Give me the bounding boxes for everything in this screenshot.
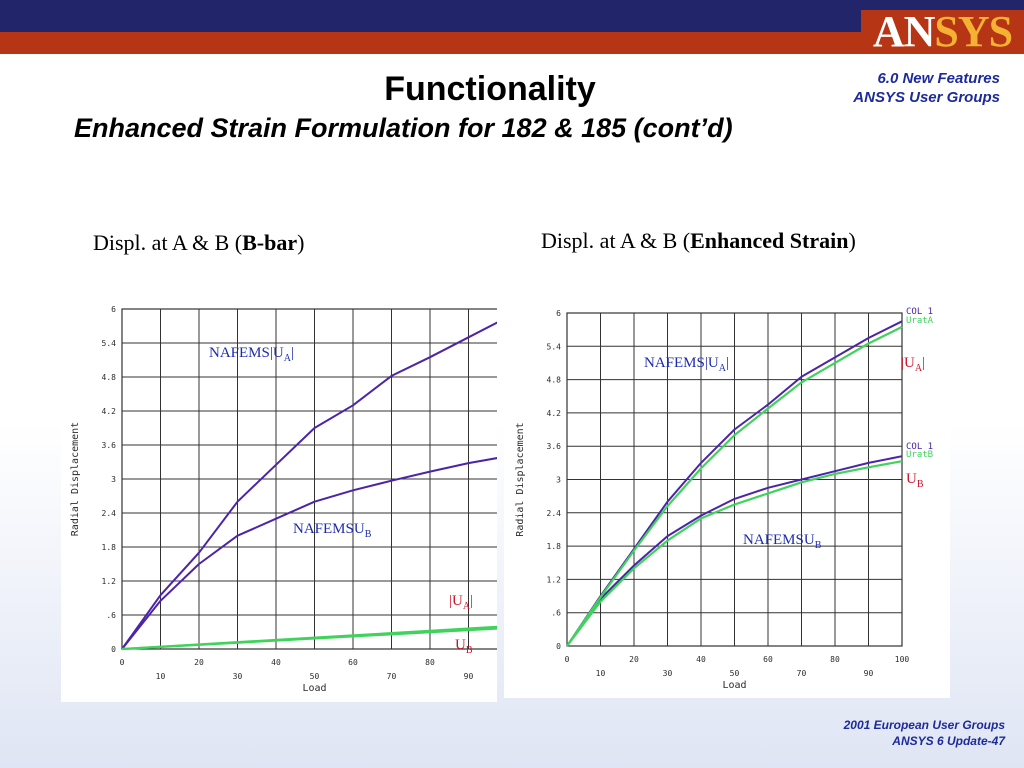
y-tick-label: 4.2 (102, 407, 117, 416)
right-chart-panel: 0 10 20 30 40 50 60 70 80 90 100 0 .6 1.2 1.8 2.4 3 3.6 4.… (504, 291, 950, 698)
x-tick-label: 0 (565, 655, 570, 664)
y-tick-label: 5.4 (547, 342, 562, 351)
y-tick-label: 6 (111, 305, 116, 314)
annotation-ansys-ub: UB (906, 471, 924, 490)
series-line-nafems-ua (121, 321, 497, 650)
logo-accent-text: SYS (934, 7, 1013, 56)
annotation-nafems-ua: NAFEMS|UA| (209, 345, 294, 364)
x-tick-label: 60 (348, 658, 358, 667)
y-tick-label: 3.6 (547, 442, 562, 451)
series-line-ansys-ub (566, 460, 903, 647)
annotation-nafems-ub: NAFEMSUB (293, 521, 372, 540)
left-chart-label-prefix: Displ. at A & B ( (93, 230, 243, 255)
annotation-ansys-ua: |UA| (449, 593, 473, 612)
x-tick-label: 60 (763, 655, 773, 664)
y-tick-label: 2.4 (547, 509, 562, 518)
footer-line-1: 2001 European User Groups (843, 718, 1005, 732)
series-line-nafems-ub (121, 457, 497, 650)
annotation-nafems-ua: NAFEMS|UA| (644, 355, 729, 374)
x-tick-label: 10 (156, 672, 166, 681)
ansys-logo: ANSYS (861, 10, 1024, 54)
y-tick-label: 5.4 (102, 339, 117, 348)
legend-label-col-b: COL 1 (906, 442, 933, 452)
right-chart-label-prefix: Displ. at A & B ( (541, 228, 691, 253)
badge-line-1: 6.0 New Features (877, 70, 1000, 87)
y-tick-label: 1.2 (547, 575, 562, 584)
y-tick-label: 1.2 (102, 577, 117, 586)
y-tick-label: 1.8 (102, 543, 117, 552)
y-tick-label: 0 (556, 642, 561, 651)
right-chart-label: Displ. at A & B (Enhanced Strain) (541, 228, 856, 254)
y-axis-title: Radial Displacement (515, 422, 526, 536)
x-tick-label: 80 (830, 655, 840, 664)
annotation-ansys-ua: |UA| (901, 355, 925, 374)
y-tick-label: 4.8 (547, 376, 562, 385)
logo-main-text: AN (872, 7, 936, 56)
page-title: Functionality (384, 70, 596, 108)
header-band-red (0, 32, 1024, 54)
y-tick-label: 3 (111, 475, 116, 484)
y-tick-label: 3.6 (102, 441, 117, 450)
right-chart-label-suffix: ) (848, 228, 856, 253)
x-tick-label: 50 (310, 672, 320, 681)
annotation-ansys-ub: UB (455, 637, 473, 656)
annotation-nafems-ub: NAFEMSUB (743, 532, 822, 551)
y-axis-title: Radial Displacement (70, 422, 81, 536)
legend-label-urat-b: UratB (906, 450, 933, 460)
x-tick-label: 50 (730, 669, 740, 678)
y-tick-label: 2.4 (102, 509, 117, 518)
x-tick-label: 80 (425, 658, 435, 667)
y-tick-label: .6 (106, 611, 116, 620)
right-chart: 0 10 20 30 40 50 60 70 80 90 100 0 .6 1.2 1.8 2.4 3 3.6 4.… (515, 307, 934, 691)
x-tick-label: 90 (464, 672, 474, 681)
footer: 2001 European User Groups ANSYS 6 Update… (844, 717, 1005, 749)
feature-badge: 6.0 New Features ANSYS User Groups (853, 69, 1000, 107)
x-tick-label: 100 (895, 655, 910, 664)
series-line-ansys-ua (566, 325, 903, 647)
page-subtitle: Enhanced Strain Formulation for 182 & 18… (74, 113, 733, 143)
y-tick-label: 4.8 (102, 373, 117, 382)
x-tick-label: 20 (629, 655, 639, 664)
y-tick-label: 4.2 (547, 409, 562, 418)
legend-label-col-a: COL 1 (906, 307, 933, 317)
x-tick-label: 30 (233, 672, 243, 681)
x-tick-label: 10 (596, 669, 606, 678)
right-chart-label-bold: Enhanced Strain (690, 228, 849, 253)
x-tick-label: 70 (387, 672, 397, 681)
x-tick-label: 40 (696, 655, 706, 664)
x-axis-title: Load (302, 683, 326, 694)
left-chart-label-suffix: ) (297, 230, 305, 255)
x-axis-title: Load (722, 680, 746, 691)
x-tick-label: 70 (797, 669, 807, 678)
left-chart-label: Displ. at A & B (B-bar) (93, 230, 304, 256)
x-tick-label: 90 (864, 669, 874, 678)
footer-line-2: ANSYS 6 Update-47 (892, 734, 1005, 748)
y-tick-label: 6 (556, 309, 561, 318)
y-tick-label: .6 (551, 609, 561, 618)
y-tick-label: 1.8 (547, 542, 562, 551)
left-chart-panel: 01020304050607080901000.61.21.82.433.64.… (61, 291, 497, 702)
header-band-blue (0, 0, 1024, 32)
y-tick-label: 3 (556, 476, 561, 485)
x-tick-label: 20 (194, 658, 204, 667)
left-chart-label-bold: B-bar (242, 230, 298, 255)
series-line-nafems-ub (566, 455, 903, 647)
x-tick-label: 0 (120, 658, 125, 667)
left-chart: 01020304050607080901000.61.21.82.433.64.… (70, 305, 497, 694)
legend-label-urat-a: UratA (906, 316, 934, 326)
y-tick-label: 0 (111, 645, 116, 654)
series-line-ansys-ub (121, 627, 497, 651)
x-tick-label: 40 (271, 658, 281, 667)
x-tick-label: 30 (663, 669, 673, 678)
badge-line-2: ANSYS User Groups (853, 89, 1000, 106)
